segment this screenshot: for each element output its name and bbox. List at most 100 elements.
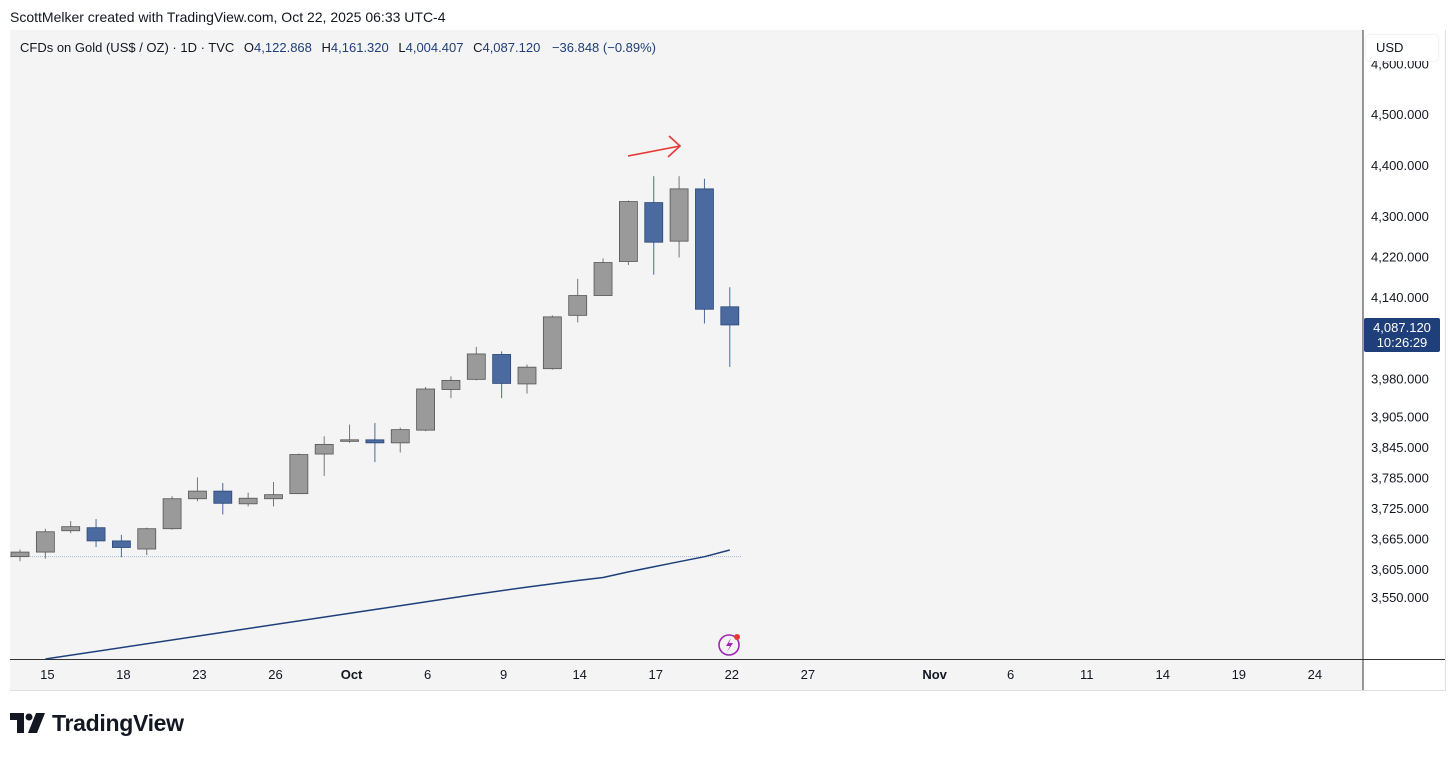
- candle[interactable]: [314, 436, 334, 476]
- close-value: 4,087.120: [482, 40, 541, 55]
- candle[interactable]: [289, 453, 309, 495]
- candle-body: [188, 490, 207, 500]
- time-axis-label: 6: [1007, 667, 1014, 682]
- price-axis-label: 4,140.000: [1371, 290, 1429, 305]
- candle-body: [517, 366, 537, 385]
- time-axis-label: Oct: [341, 667, 363, 682]
- candle[interactable]: [619, 200, 638, 266]
- candle[interactable]: [644, 176, 664, 275]
- candle-body: [619, 201, 638, 262]
- tradingview-wordmark: TradingView: [52, 709, 184, 736]
- price-axis-label: 3,725.000: [1371, 501, 1429, 516]
- candle-body: [695, 188, 714, 310]
- time-axis-label: 9: [500, 667, 507, 682]
- candle-body: [416, 388, 436, 431]
- plot-area[interactable]: [10, 30, 1363, 659]
- candle[interactable]: [162, 496, 182, 530]
- close-label: C: [473, 40, 483, 55]
- price-axis-label: 3,980.000: [1371, 371, 1429, 386]
- symbol-title: CFDs on Gold (US$ / OZ) · 1D · TVC: [20, 40, 235, 55]
- candle-body: [137, 528, 157, 550]
- candle-body: [593, 262, 613, 296]
- candle[interactable]: [238, 492, 258, 507]
- time-axis-label: Nov: [922, 667, 947, 682]
- moving-average-line: [45, 549, 730, 660]
- event-icon[interactable]: [718, 634, 740, 656]
- price-axis-label: 3,845.000: [1371, 440, 1429, 455]
- candle[interactable]: [340, 424, 359, 443]
- candle[interactable]: [390, 427, 410, 453]
- candle[interactable]: [61, 521, 81, 534]
- price-axis-label: 4,300.000: [1371, 209, 1429, 224]
- candle[interactable]: [720, 287, 740, 367]
- price-axis-label: 3,785.000: [1371, 470, 1429, 485]
- last-price-label: 4,087.120 10:26:29: [1364, 318, 1440, 352]
- chart-credit: ScottMelker created with TradingView.com…: [10, 9, 446, 25]
- candle[interactable]: [669, 176, 689, 258]
- candle[interactable]: [416, 386, 436, 432]
- candle[interactable]: [492, 351, 512, 399]
- price-axis-label: 4,500.000: [1371, 107, 1429, 122]
- candle-body: [264, 494, 283, 500]
- candle-body: [86, 527, 106, 542]
- price-axis-label: 4,400.000: [1371, 158, 1429, 173]
- candle-body: [340, 439, 359, 442]
- candle[interactable]: [542, 315, 562, 370]
- candle[interactable]: [264, 481, 283, 507]
- candle[interactable]: [365, 423, 385, 463]
- candle[interactable]: [441, 376, 461, 399]
- annotation-arrow: [627, 135, 682, 158]
- candle-body: [466, 353, 486, 380]
- price-axis-label: 3,905.000: [1371, 409, 1429, 424]
- candle[interactable]: [213, 482, 233, 515]
- candle-body: [162, 498, 182, 530]
- candle-body: [314, 443, 334, 455]
- candle[interactable]: [137, 527, 157, 556]
- candle[interactable]: [593, 258, 613, 296]
- candle[interactable]: [10, 549, 30, 562]
- candle-body: [669, 188, 689, 242]
- change-value: −36.848 (−0.89%): [551, 40, 657, 55]
- time-axis-label: 23: [192, 667, 206, 682]
- candle-body: [390, 429, 410, 444]
- candle-body: [542, 316, 562, 370]
- time-axis-area[interactable]: [10, 660, 1363, 690]
- candle-body: [289, 454, 309, 495]
- candle[interactable]: [517, 364, 537, 394]
- candle-body: [238, 497, 258, 505]
- time-axis-label: 22: [725, 667, 739, 682]
- time-axis-label: 27: [801, 667, 815, 682]
- candle-body: [365, 439, 385, 444]
- time-axis-label: 6: [424, 667, 431, 682]
- candle-body: [35, 531, 55, 553]
- candle-body: [10, 551, 30, 558]
- candle[interactable]: [568, 278, 588, 323]
- tradingview-logo[interactable]: TradingView: [10, 708, 184, 738]
- candle[interactable]: [86, 519, 106, 547]
- price-axis-label: 3,665.000: [1371, 531, 1429, 546]
- candle-body: [441, 379, 461, 390]
- candle[interactable]: [466, 346, 486, 381]
- candle[interactable]: [112, 534, 131, 558]
- candle-body: [112, 540, 131, 548]
- time-axis-label: 14: [1156, 667, 1170, 682]
- ohlc-legend: CFDs on Gold (US$ / OZ) · 1D · TVC O4,12…: [20, 40, 656, 55]
- high-value: 4,161.320: [330, 40, 389, 55]
- open-value: 4,122.868: [254, 40, 312, 55]
- time-axis-label: 15: [40, 667, 54, 682]
- currency-button[interactable]: USD: [1366, 35, 1438, 61]
- candle-body: [568, 295, 588, 316]
- time-axis-label: 14: [572, 667, 586, 682]
- candle[interactable]: [695, 178, 714, 324]
- last-price-value: 4,087.120: [1373, 320, 1431, 335]
- candle-body: [213, 490, 233, 504]
- lightning-icon: [726, 638, 733, 652]
- candle[interactable]: [35, 528, 55, 559]
- candle[interactable]: [188, 477, 207, 502]
- bar-countdown: 10:26:29: [1376, 335, 1428, 350]
- notification-dot-icon: [734, 634, 740, 640]
- candle-body: [720, 306, 740, 326]
- tradingview-logo-icon: [10, 713, 45, 733]
- candle-body: [61, 526, 81, 532]
